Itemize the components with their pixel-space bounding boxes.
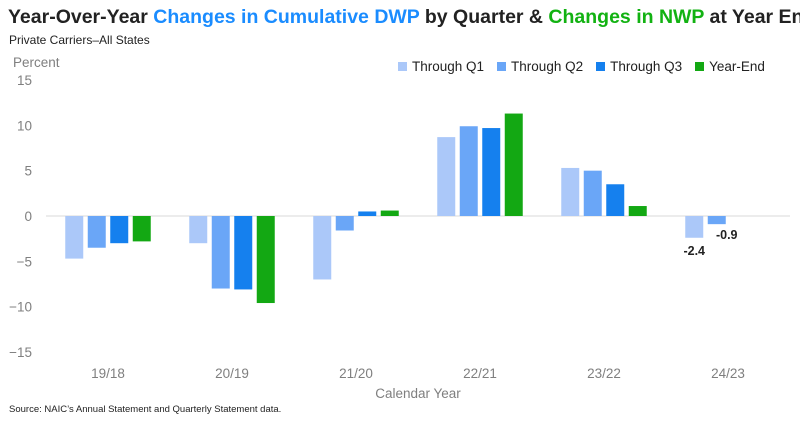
y-tick-label: 10: [17, 118, 32, 133]
title-part-1: Year-Over-Year: [8, 6, 154, 28]
title-part-3: by Quarter &: [419, 6, 549, 28]
y-tick-label: −10: [9, 300, 32, 315]
y-tick-label: 0: [24, 209, 32, 224]
chart-subtitle: Private Carriers–All States: [9, 33, 150, 47]
legend-swatch: [398, 62, 407, 71]
x-tick-label: 19/18: [91, 366, 125, 381]
y-tick-label: 5: [24, 164, 32, 179]
legend-item: Through Q2: [497, 59, 583, 74]
y-axis-label: Percent: [13, 55, 60, 70]
bar: [380, 210, 399, 216]
chart-legend: Through Q1 Through Q2 Through Q3 Year-End: [398, 59, 778, 74]
title-part-4: Changes in NWP: [548, 6, 705, 28]
bar: [87, 216, 106, 248]
legend-label: Through Q1: [412, 59, 485, 74]
bar: [211, 216, 230, 289]
data-label: -0.9: [716, 228, 738, 242]
bar: [482, 128, 501, 216]
bar: [583, 170, 602, 216]
bar: [504, 113, 523, 216]
x-tick-label: 21/20: [339, 366, 373, 381]
x-axis-label: Calendar Year: [375, 386, 461, 401]
bar: [685, 216, 704, 238]
bar: [256, 216, 275, 304]
x-tick-label: 24/23: [711, 366, 745, 381]
bar: [313, 216, 332, 280]
y-tick-label: −5: [17, 254, 32, 269]
legend-label: Year-End: [709, 59, 765, 74]
title-part-5: at Year End: [709, 6, 800, 28]
bar: [561, 167, 580, 216]
source-note: Source: NAIC’s Annual Statement and Quar…: [9, 404, 282, 415]
x-tick-label: 23/22: [587, 366, 621, 381]
bar: [628, 206, 647, 216]
data-label: -2.4: [683, 244, 705, 258]
legend-label: Through Q2: [511, 59, 584, 74]
legend-label: Through Q3: [610, 59, 683, 74]
bar: [335, 216, 354, 231]
bar: [132, 216, 151, 242]
bar: [437, 137, 456, 216]
legend-swatch: [695, 62, 705, 71]
title-part-2: Changes in Cumulative DWP: [153, 6, 420, 28]
bar: [189, 216, 208, 244]
y-tick-label: −15: [9, 345, 32, 360]
legend-item: Year-End: [695, 59, 765, 74]
bar: [358, 211, 377, 216]
chart-title: Year-Over-Year Changes in Cumulative DWP…: [8, 6, 800, 29]
legend-swatch: [596, 62, 606, 71]
bar: [234, 216, 253, 290]
legend-item: Through Q3: [596, 59, 682, 74]
legend-swatch: [497, 62, 507, 71]
bar: [606, 184, 625, 216]
bar: [65, 216, 84, 259]
legend-item: Through Q1: [398, 59, 484, 74]
bar: [459, 126, 478, 216]
bar: [707, 216, 726, 225]
y-tick-label: 15: [17, 73, 32, 88]
x-tick-label: 22/21: [463, 366, 497, 381]
x-tick-label: 20/19: [215, 366, 249, 381]
bar: [110, 216, 129, 244]
